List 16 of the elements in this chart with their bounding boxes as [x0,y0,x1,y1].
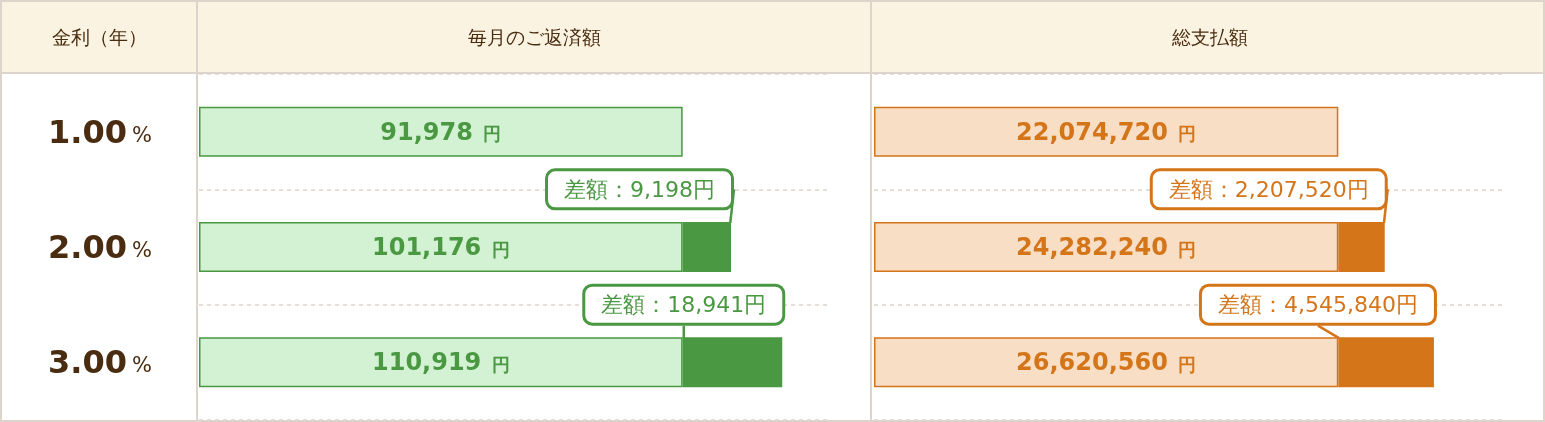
total-label: 24,282,240 円 [1016,233,1197,261]
total-label: 26,620,560 円 [1016,348,1197,377]
total-label: 101,176 円 [371,233,510,261]
y-tick-label: 2.00% [48,228,152,266]
total-label: 22,074,720 円 [1016,117,1197,146]
y-tick-label: 3.00% [48,343,152,382]
total-label: 110,919 円 [371,348,510,377]
data-label: 差額：9,198円 [564,176,716,202]
total-label: 91,978 円 [380,117,502,146]
y-tick-label: 1.00% [48,112,152,151]
data-label: 差額：2,207,520円 [1168,176,1369,202]
data-label: 差額：18,941円 [601,292,767,318]
data-label: 差額：4,545,840円 [1217,292,1418,318]
y-axis-title: 金利（年） [51,26,147,48]
chart-title: 総支払額 [1170,26,1248,48]
chart-title: 毎月のご返済額 [468,26,601,48]
